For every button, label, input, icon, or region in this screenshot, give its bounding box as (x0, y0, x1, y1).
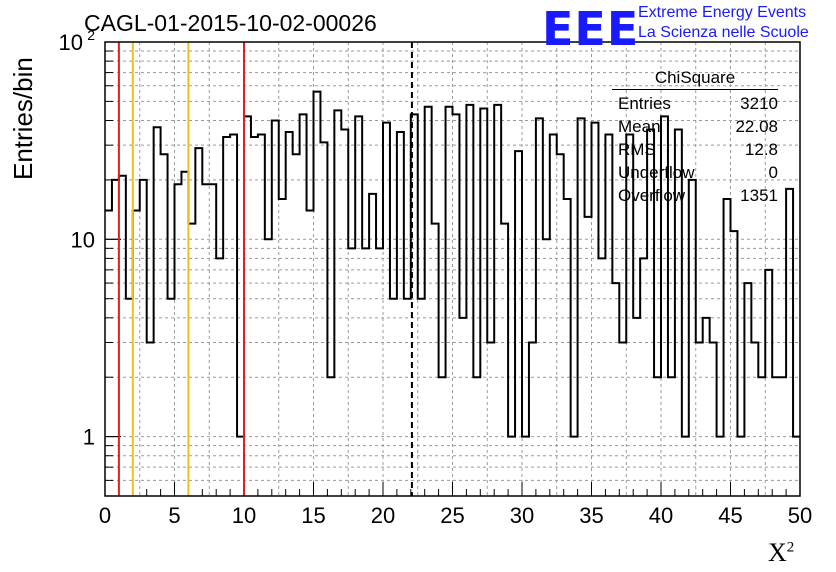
stats-label: RMS (618, 140, 656, 159)
stats-value: 1351 (740, 186, 778, 205)
stats-title: ChiSquare (612, 68, 778, 90)
stats-value: 0 (768, 163, 778, 182)
stats-value: 3210 (740, 94, 778, 113)
stats-label: Underflow (618, 163, 695, 182)
stats-box: ChiSquare Entries 3210 Mean 22.08 RMS 12… (612, 68, 778, 207)
x-tick-label: 50 (788, 503, 812, 528)
x-tick-label: 20 (371, 503, 395, 528)
stats-label: Entries (618, 94, 671, 113)
stats-row-entries: Entries 3210 (612, 92, 778, 115)
y-tick-label: 1 (83, 425, 95, 450)
logo-line-1: Extreme Energy Events (638, 4, 807, 21)
x-tick-label: 10 (232, 503, 256, 528)
plot-frame (104, 41, 801, 497)
eee-logo: EEE (542, 2, 640, 56)
x-tick-label: 35 (579, 503, 603, 528)
x-tick-label: 25 (440, 503, 464, 528)
x-tick-label: 15 (301, 503, 325, 528)
stats-row-underflow: Underflow 0 (612, 161, 778, 184)
stats-row-mean: Mean 22.08 (612, 115, 778, 138)
chart-title: CAGL-01-2015-10-02-00026 (84, 10, 377, 36)
stats-row-rms: RMS 12.8 (612, 138, 778, 161)
x-tick-label: 40 (649, 503, 673, 528)
x-axis-label: X2 (768, 538, 795, 567)
histogram-series (105, 90, 800, 438)
x-tick-label: 0 (99, 503, 111, 528)
x-tick-label: 45 (718, 503, 742, 528)
stats-label: Mean (618, 117, 661, 136)
logo-line-2: La Scienza nelle Scuole (638, 24, 809, 41)
y-tick-label: 10 (71, 227, 95, 252)
y-tick-label: 10 (59, 30, 83, 55)
stats-row-overflow: Overflow 1351 (612, 184, 778, 207)
x-tick-label: 5 (168, 503, 180, 528)
y-axis-label: Entries/bin (8, 57, 38, 180)
stats-value: 22.08 (735, 117, 778, 136)
x-tick-label: 30 (510, 503, 534, 528)
y-tick-label-exponent: 2 (87, 27, 95, 43)
stats-label: Overflow (618, 186, 686, 205)
marker-lines (117, 42, 413, 496)
stats-value: 12.8 (744, 140, 778, 159)
